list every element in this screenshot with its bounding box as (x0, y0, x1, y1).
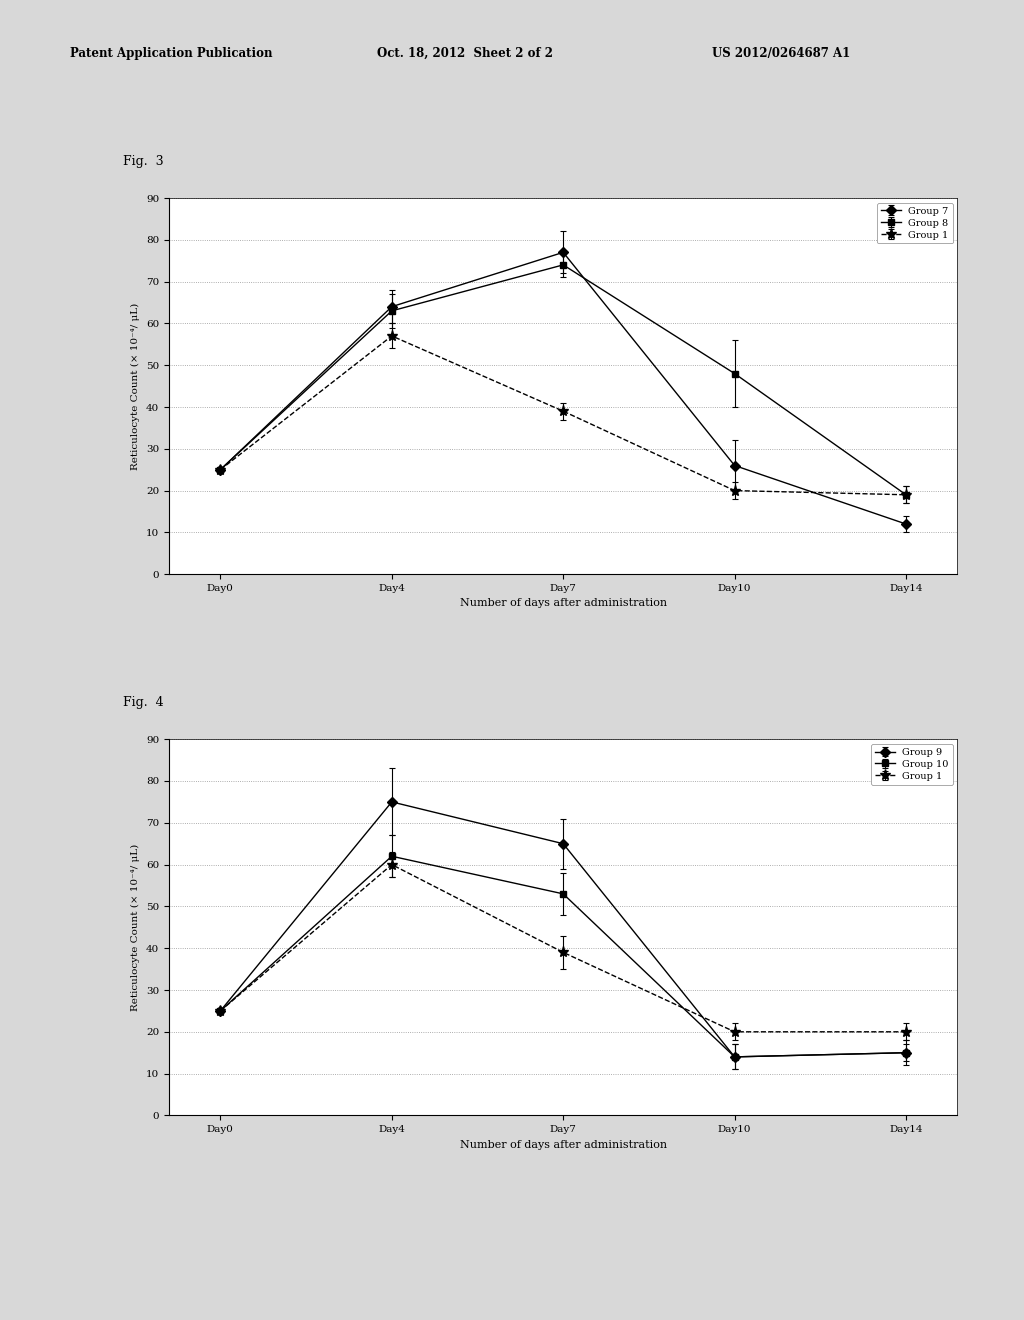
Y-axis label: Reticulocyte Count (× 10⁻⁴/ μL): Reticulocyte Count (× 10⁻⁴/ μL) (131, 843, 140, 1011)
Legend: Group 7, Group 8, Group 1: Group 7, Group 8, Group 1 (878, 203, 952, 243)
X-axis label: Number of days after administration: Number of days after administration (460, 598, 667, 609)
Text: US 2012/0264687 A1: US 2012/0264687 A1 (712, 46, 850, 59)
Text: Oct. 18, 2012  Sheet 2 of 2: Oct. 18, 2012 Sheet 2 of 2 (377, 46, 553, 59)
Legend: Group 9, Group 10, Group 1: Group 9, Group 10, Group 1 (871, 744, 952, 784)
Text: Fig.  4: Fig. 4 (123, 696, 164, 709)
X-axis label: Number of days after administration: Number of days after administration (460, 1139, 667, 1150)
Y-axis label: Reticulocyte Count (× 10⁻⁴/ μL): Reticulocyte Count (× 10⁻⁴/ μL) (131, 302, 140, 470)
Text: Patent Application Publication: Patent Application Publication (70, 46, 272, 59)
Text: Fig.  3: Fig. 3 (123, 154, 164, 168)
